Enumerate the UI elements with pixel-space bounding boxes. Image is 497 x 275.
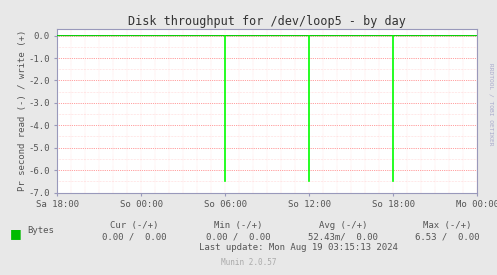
Text: Munin 2.0.57: Munin 2.0.57 — [221, 258, 276, 267]
Text: 0.00 /  0.00: 0.00 / 0.00 — [206, 232, 271, 241]
Text: Last update: Mon Aug 19 03:15:13 2024: Last update: Mon Aug 19 03:15:13 2024 — [199, 243, 398, 252]
Text: 0.00 /  0.00: 0.00 / 0.00 — [102, 232, 166, 241]
Text: Avg (-/+): Avg (-/+) — [319, 221, 367, 230]
Text: RRDTOOL / TOBI OETIKER: RRDTOOL / TOBI OETIKER — [488, 63, 493, 146]
Text: Bytes: Bytes — [27, 226, 54, 235]
Text: Cur (-/+): Cur (-/+) — [110, 221, 159, 230]
Text: 52.43m/  0.00: 52.43m/ 0.00 — [308, 232, 378, 241]
Text: Min (-/+): Min (-/+) — [214, 221, 263, 230]
Title: Disk throughput for /dev/loop5 - by day: Disk throughput for /dev/loop5 - by day — [128, 15, 406, 28]
Text: Max (-/+): Max (-/+) — [423, 221, 472, 230]
Text: ■: ■ — [10, 227, 22, 240]
Y-axis label: Pr second read (-) / write (+): Pr second read (-) / write (+) — [17, 30, 27, 191]
Text: 6.53 /  0.00: 6.53 / 0.00 — [415, 232, 480, 241]
